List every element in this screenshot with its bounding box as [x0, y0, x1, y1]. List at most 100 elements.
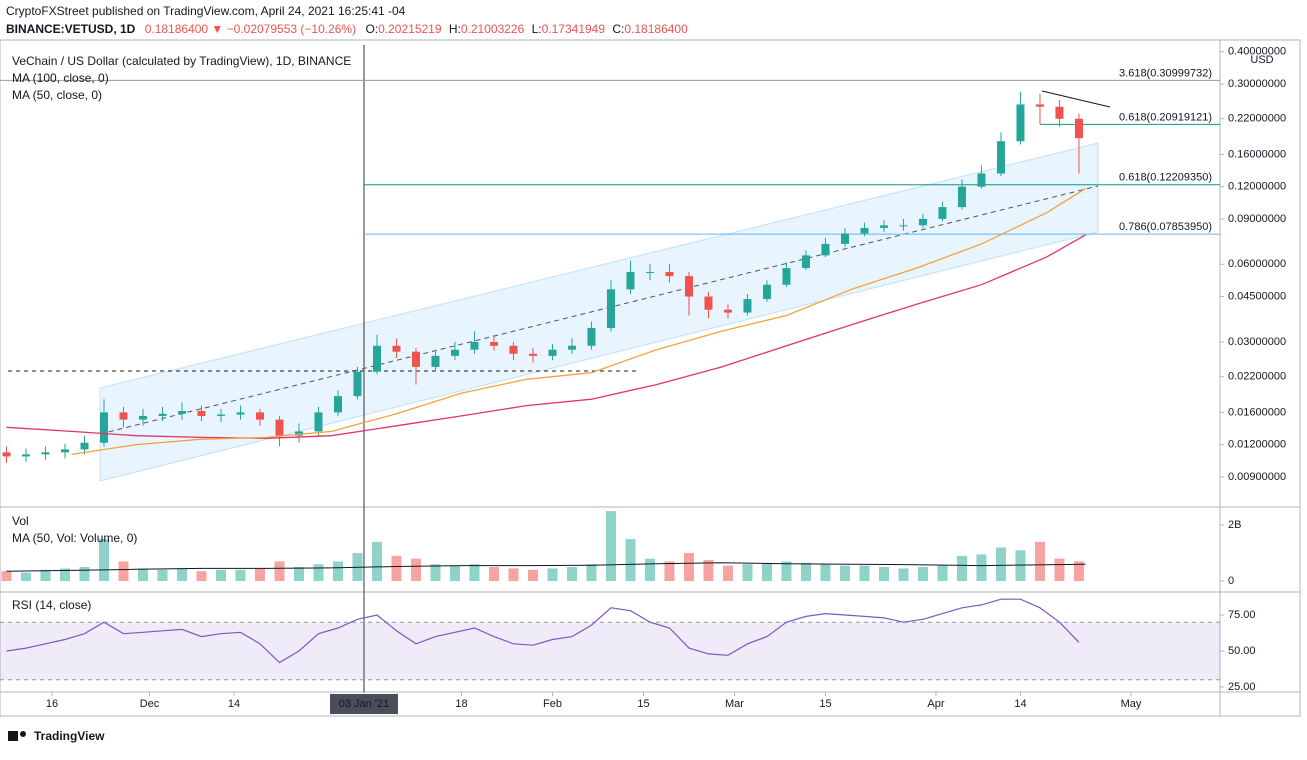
candle-body	[704, 296, 713, 310]
volume-bar	[215, 569, 226, 581]
candle-body	[197, 410, 206, 416]
volume-bar	[488, 567, 499, 581]
volume-bar	[683, 553, 694, 581]
y-tick-label: 0.12000000	[1228, 181, 1286, 193]
moving-average	[71, 188, 1086, 456]
volume-bar	[859, 565, 870, 581]
volume-bar	[449, 565, 460, 581]
candle-body	[567, 345, 576, 350]
candle-body	[333, 396, 342, 413]
candle-body	[80, 442, 89, 450]
volume-bar	[644, 558, 655, 581]
candle-body	[1016, 104, 1025, 142]
regression-channel	[99, 142, 1099, 482]
candle-body	[314, 412, 323, 432]
candle-body	[528, 353, 537, 356]
candle-body	[899, 225, 908, 227]
volume-bar	[839, 565, 850, 581]
y-tick-label: 0.16000000	[1228, 148, 1286, 160]
y-tick-label: 75.00	[1228, 609, 1256, 621]
fib-label: 3.618(0.30999732)	[1119, 67, 1212, 79]
candle-body	[431, 355, 440, 367]
x-tick-label: 18	[455, 698, 467, 710]
candle-body	[450, 349, 459, 356]
x-tick-label: 16	[46, 698, 58, 710]
volume-bar	[274, 561, 285, 581]
x-tick-label: Feb	[543, 698, 562, 710]
volume-bar	[605, 511, 616, 581]
volume-bar	[742, 564, 753, 581]
candle-body	[275, 419, 284, 436]
volume-bar	[40, 569, 51, 581]
candle-body	[821, 243, 830, 256]
volume-bar	[410, 558, 421, 581]
candle-body	[723, 309, 732, 313]
symbol: BINANCE:VETUSD, 1D	[6, 22, 136, 36]
candle-body	[1055, 106, 1064, 119]
volume-bar	[527, 569, 538, 581]
ohlc-value: 0.18186400	[624, 22, 688, 36]
volume-bar	[566, 567, 577, 581]
pane-title: Vol	[12, 514, 29, 528]
y-tick-label: 0.06000000	[1228, 258, 1286, 270]
y-tick-label: 0.00900000	[1228, 471, 1286, 483]
volume-bar	[898, 568, 909, 581]
y-tick-label: 0.01600000	[1228, 406, 1286, 418]
candle-body	[99, 412, 108, 443]
y-tick-label: 0.30000000	[1228, 78, 1286, 90]
rsi-line	[6, 598, 1080, 664]
volume-bar	[722, 565, 733, 581]
series-title: VeChain / US Dollar (calculated by Tradi…	[12, 54, 351, 68]
volume-bar	[254, 568, 265, 581]
volume-ma	[6, 562, 1086, 572]
volume-bar	[293, 567, 304, 581]
candle-body	[177, 410, 186, 414]
x-tick-label: 14	[1014, 698, 1026, 710]
volume-bar	[196, 571, 207, 581]
candle-body	[1074, 118, 1083, 139]
y-tick-label: 2B	[1228, 519, 1241, 531]
candle-body	[587, 327, 596, 346]
volume-bar	[79, 567, 90, 581]
volume-bar	[235, 569, 246, 581]
candle-body	[255, 412, 264, 420]
plot-layer: 0.40000000 0.30000000 0.22000000 0.16000000…	[0, 45, 1286, 714]
volume-bar	[878, 567, 889, 581]
frame	[0, 39, 1301, 717]
volume-bar	[98, 539, 109, 581]
candle-body	[21, 454, 30, 457]
legend-entry: MA (50, close, 0)	[12, 88, 102, 102]
candle-body	[645, 272, 654, 274]
volume-bar	[800, 562, 811, 581]
volume-bar	[1015, 550, 1026, 581]
candle-body	[762, 284, 771, 300]
y-tick-label: 0.22000000	[1228, 113, 1286, 125]
y-tick-label: 0	[1228, 575, 1234, 587]
candle-body	[957, 186, 966, 208]
candle-body	[509, 345, 518, 354]
candle-body	[470, 341, 479, 350]
x-tick-label: 03 Jan '21	[339, 698, 389, 710]
x-tick-label: Mar	[725, 698, 744, 710]
candle-body	[489, 341, 498, 346]
candle-body	[938, 207, 947, 219]
volume-bar	[59, 568, 70, 581]
candle-body	[294, 431, 303, 436]
ohlc-value: 0.20215219	[378, 22, 442, 36]
change: 0.18186400 ▼ −0.02079553 (−10.26%)	[145, 22, 356, 36]
ohlc-key: C:	[612, 22, 624, 36]
y-tick-label: 25.00	[1228, 681, 1256, 693]
candle-body	[392, 345, 401, 352]
candle-body	[918, 218, 927, 226]
x-tick-label: Dec	[140, 698, 160, 710]
volume-bar	[137, 568, 148, 581]
volume-bar	[937, 565, 948, 581]
candle-body	[665, 272, 674, 277]
channel-midline	[99, 185, 1099, 435]
volume-bar	[781, 561, 792, 581]
ohlc-key: O:	[365, 22, 378, 36]
symbol-line: BINANCE:VETUSD, 1D 0.18186400 ▼ −0.02079…	[6, 22, 688, 36]
candle-body	[977, 173, 986, 187]
candle-body	[2, 452, 11, 457]
